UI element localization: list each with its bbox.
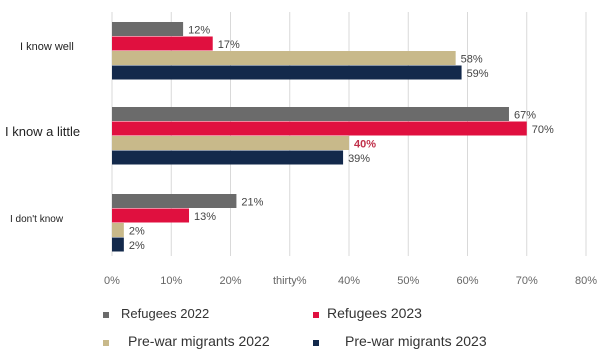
- data-label: 58%: [461, 53, 483, 65]
- tick-label: thirty%: [273, 275, 307, 287]
- legend-swatch: [313, 340, 319, 346]
- data-label: 39%: [348, 153, 370, 165]
- data-label: 13%: [194, 211, 216, 223]
- category-label: I don't know: [10, 214, 64, 225]
- bar: [112, 223, 124, 237]
- bar: [112, 150, 344, 165]
- legend-swatch: [103, 340, 109, 346]
- legend-label: Refugees 2022: [121, 306, 209, 321]
- bar: [112, 107, 509, 121]
- tick-label: 70%: [516, 275, 538, 287]
- tick-label: 50%: [397, 275, 419, 287]
- data-label: 67%: [514, 109, 536, 121]
- bar: [112, 36, 213, 51]
- tick-label: 20%: [219, 275, 241, 287]
- data-label: 2%: [129, 240, 145, 252]
- data-label: 70%: [532, 124, 554, 136]
- tick-label: 10%: [160, 275, 182, 287]
- tick-label: 80%: [575, 275, 597, 287]
- bar: [112, 194, 237, 208]
- category-label: I know well: [20, 41, 74, 53]
- data-label: 12%: [188, 24, 210, 36]
- bar: [112, 51, 456, 65]
- legend-label: Pre-war migrants 2023: [345, 333, 487, 349]
- tick-label: 0%: [104, 275, 120, 287]
- data-label: 59%: [467, 68, 489, 80]
- tick-label: 40%: [338, 275, 360, 287]
- bar: [112, 136, 349, 150]
- bar: [112, 121, 527, 136]
- category-label: I know a little: [5, 124, 80, 139]
- tick-label: 60%: [456, 275, 478, 287]
- bar: [112, 237, 124, 252]
- x-axis-ticks: 0% 10% 20% thirty% 40% 50% 60% 70% 80%: [104, 275, 597, 287]
- category-labels: I know well I know a little I don't know: [5, 41, 80, 225]
- bar: [112, 65, 462, 80]
- legend-label: Refugees 2023: [327, 305, 422, 321]
- legend-swatch: [103, 312, 109, 318]
- bars: [112, 22, 527, 252]
- data-label: 21%: [241, 196, 263, 208]
- legend-swatch: [313, 312, 319, 318]
- data-label: 2%: [129, 225, 145, 237]
- bar: [112, 208, 190, 223]
- legend-label: Pre-war migrants 2022: [128, 333, 270, 349]
- bar: [112, 22, 184, 36]
- data-label: 17%: [218, 39, 240, 51]
- data-label: 40%: [354, 138, 376, 150]
- legend: Refugees 2022 Refugees 2023 Pre-war migran…: [103, 305, 487, 349]
- data-labels: 12% 17% 58% 59% 67% 70% 40% 39% 21% 13% 2% 2%: [129, 24, 554, 252]
